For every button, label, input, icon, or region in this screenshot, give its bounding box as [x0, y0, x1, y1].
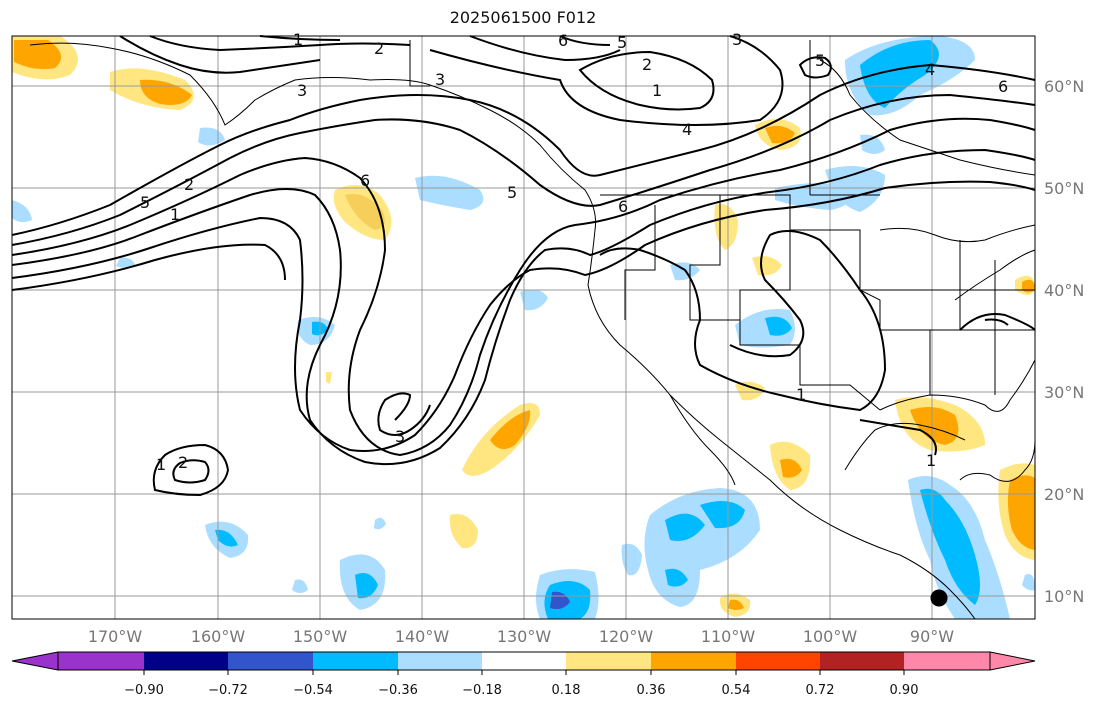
contour-label: 2	[374, 39, 384, 58]
contour-label: 1	[926, 451, 936, 470]
colorbar-tick-label: −0.18	[462, 683, 502, 698]
contour-label: 4	[925, 60, 935, 79]
colorbar-swatch	[566, 652, 651, 670]
colorbar-swatch	[482, 652, 566, 670]
colorbar-tick-label: 0.36	[637, 683, 666, 698]
graticule	[12, 36, 1035, 619]
lon-label: 150°W	[293, 627, 348, 646]
lat-label: 60°N	[1044, 77, 1084, 96]
contour-label: 3	[297, 81, 307, 100]
contour-label: 2	[642, 55, 652, 74]
contour-label: 1	[796, 385, 806, 404]
lat-label: 50°N	[1044, 179, 1084, 198]
contour-label: 3	[435, 70, 445, 89]
contour-label: 1	[156, 455, 166, 474]
colorbar-swatch	[820, 652, 904, 670]
lon-label: 130°W	[497, 627, 552, 646]
lat-label: 20°N	[1044, 485, 1084, 504]
lon-label: 120°W	[599, 627, 654, 646]
contour-label: 5	[140, 193, 150, 212]
contour-label: 6	[360, 171, 370, 190]
colorbar-swatch	[989, 651, 1036, 671]
lon-label: 160°W	[191, 627, 246, 646]
colorbar-tick-label: −0.72	[208, 683, 248, 698]
lat-label: 40°N	[1044, 281, 1084, 300]
colorbar-tick-label: 0.54	[722, 683, 751, 698]
contour-label: 4	[682, 120, 692, 139]
contour-label: 5	[507, 183, 517, 202]
colorbar-tick-label: 0.18	[552, 683, 581, 698]
colorbar-tick-label: 0.72	[806, 683, 835, 698]
colorbar: −0.90 −0.72 −0.54 −0.36 −0.18 0.18 0.36 …	[11, 651, 1036, 698]
contour-label: 2	[178, 453, 188, 472]
colorbar-swatch	[228, 652, 313, 670]
contour-label: 6	[558, 31, 568, 50]
lat-label: 10°N	[1044, 587, 1084, 606]
colorbar-swatch	[651, 652, 736, 670]
lon-label: 170°W	[88, 627, 143, 646]
contour-label: 5	[617, 33, 627, 52]
colorbar-tick-label: 0.90	[890, 683, 919, 698]
contour-label: 1	[293, 30, 303, 49]
contour-label: 3	[732, 30, 742, 49]
contour-labels: 1 2 3 4 5 6 5 3 2 1 4 5 6 6 5 6 1 2 3 1 …	[140, 30, 1008, 474]
lat-label: 30°N	[1044, 383, 1084, 402]
contours	[11, 35, 1036, 497]
contour-label: 6	[618, 197, 628, 216]
contour-label: 5	[815, 51, 825, 70]
longitude-labels: 170°W 160°W 150°W 140°W 130°W 120°W 110°…	[88, 627, 954, 646]
colorbar-tick-label: −0.36	[378, 683, 418, 698]
colorbar-swatch	[11, 651, 59, 671]
colorbar-swatch	[398, 652, 482, 670]
colorbar-tick-label: −0.54	[293, 683, 333, 698]
lon-label: 90°W	[910, 627, 954, 646]
colorbar-swatch	[736, 652, 820, 670]
contour-label: 3	[395, 427, 405, 446]
lon-label: 140°W	[395, 627, 450, 646]
contour-label: 6	[998, 77, 1008, 96]
latitude-labels: 60°N 50°N 40°N 30°N 20°N 10°N	[1044, 77, 1084, 606]
contour-label: 1	[652, 81, 662, 100]
coastlines	[29, 40, 1036, 620]
colorbar-tick-label: −0.90	[124, 683, 164, 698]
lon-label: 110°W	[701, 627, 756, 646]
colorbar-swatch	[144, 652, 228, 670]
contour-label: 2	[184, 175, 194, 194]
lon-label: 100°W	[803, 627, 858, 646]
colorbar-swatch	[313, 652, 398, 670]
colorbar-swatch	[904, 652, 990, 670]
colorbar-swatch	[58, 652, 144, 670]
map-title: 2025061500 F012	[449, 8, 597, 27]
contour-label: 1	[170, 205, 180, 224]
